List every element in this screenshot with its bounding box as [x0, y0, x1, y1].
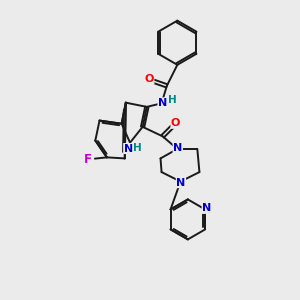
Text: O: O	[171, 118, 180, 128]
Text: N: N	[158, 98, 167, 108]
Text: H: H	[133, 143, 142, 153]
Text: N: N	[124, 143, 133, 154]
Text: H: H	[168, 95, 177, 105]
Text: N: N	[176, 178, 185, 188]
Text: O: O	[145, 74, 154, 84]
Text: N: N	[202, 203, 212, 213]
Text: F: F	[84, 153, 92, 166]
Text: N: N	[173, 143, 182, 153]
